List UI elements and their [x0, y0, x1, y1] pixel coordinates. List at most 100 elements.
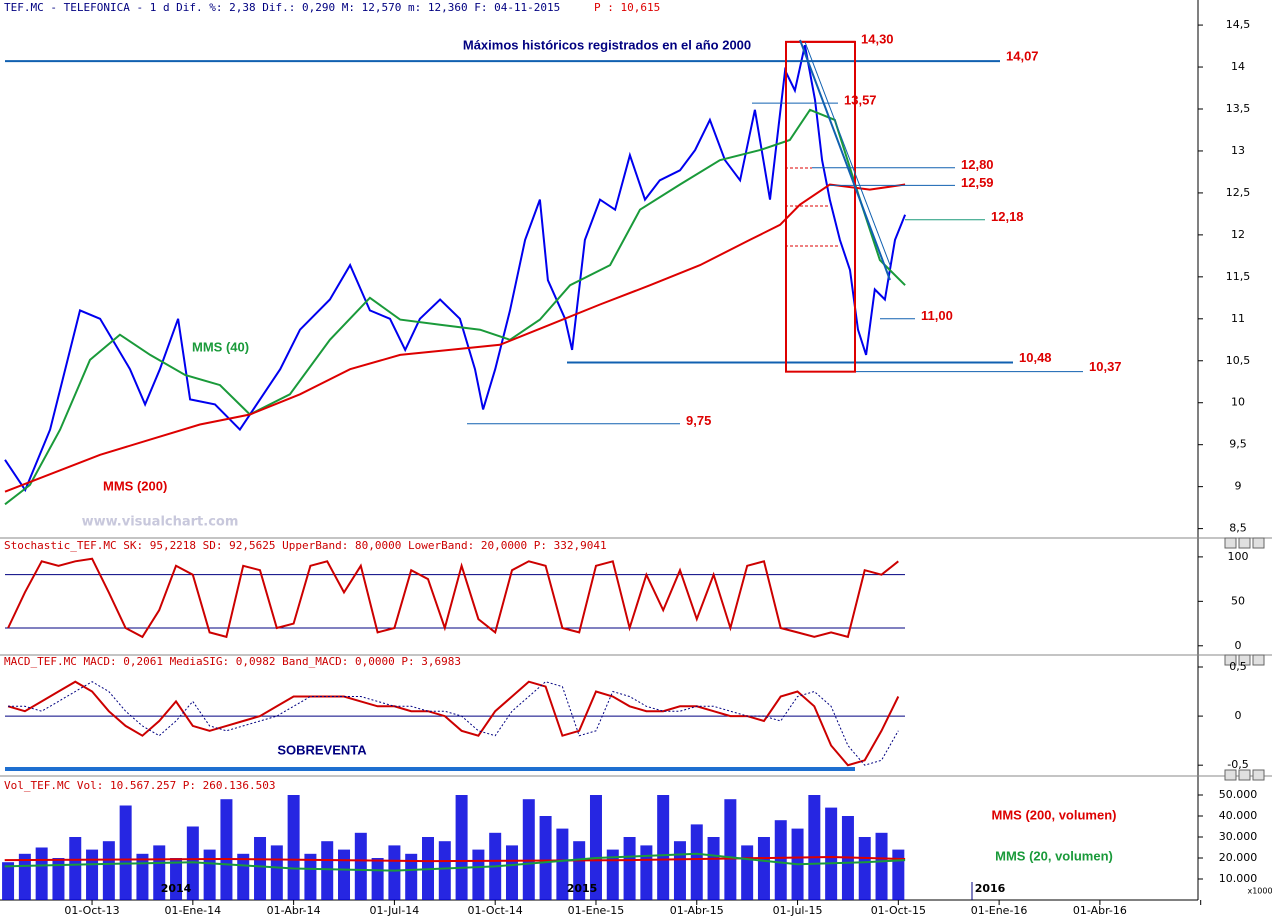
volume-bar	[321, 841, 334, 900]
window-button	[1238, 537, 1251, 549]
volume-bar	[220, 799, 233, 900]
volume-bar	[455, 795, 468, 900]
window-button	[1224, 537, 1237, 549]
x-tick-label: 01-Jul-15	[773, 904, 823, 917]
volume-bar	[774, 820, 787, 900]
volume-bar	[203, 849, 216, 900]
axis-area	[1198, 0, 1272, 917]
y-tick-label: 0	[1235, 639, 1242, 652]
y-tick-label: 9	[1235, 480, 1242, 493]
window-button	[1252, 654, 1265, 666]
volume-bar	[388, 845, 401, 900]
y-tick-label: 11	[1231, 312, 1245, 325]
level-label: 14,07	[1006, 49, 1039, 64]
level-label: 14,30	[861, 31, 894, 46]
volume-bar	[690, 824, 703, 900]
volume-bar	[707, 837, 720, 900]
level-label: 13,57	[844, 93, 877, 108]
x-tick-label: 01-Jul-14	[369, 904, 419, 917]
y-tick-label: 12	[1231, 228, 1245, 241]
vol-header: Vol_TEF.MC Vol: 10.567.257 P: 260.136.50…	[4, 779, 276, 792]
volume-bar	[556, 828, 569, 900]
year-label: 2014	[161, 882, 192, 895]
level-label: 12,59	[961, 175, 994, 190]
y-tick-label: 30.000	[1219, 830, 1258, 843]
volume-bar	[102, 841, 115, 900]
x-tick-label: 01-Oct-15	[871, 904, 926, 917]
y-tick-label: 12,5	[1226, 186, 1251, 199]
y-tick-label: 50	[1231, 594, 1245, 607]
volume-bar	[505, 845, 518, 900]
volume-bar	[119, 805, 132, 900]
trend-line	[804, 41, 891, 266]
volume-bar	[35, 847, 48, 900]
volume-bar	[52, 858, 65, 900]
series-label: MMS (200)	[103, 478, 167, 493]
y-tick-label: 10.000	[1219, 872, 1258, 885]
volume-bar	[254, 837, 267, 900]
volume-bar	[640, 845, 653, 900]
y-tick-label: 0,5	[1229, 660, 1247, 673]
volume-bar	[892, 849, 905, 900]
volume-bar	[757, 837, 770, 900]
x-tick-label: 01-Oct-14	[468, 904, 523, 917]
volume-bar	[858, 837, 871, 900]
volume-bar	[875, 832, 888, 900]
volume-bar	[438, 841, 451, 900]
x-tick-label: 01-Abr-14	[267, 904, 321, 917]
year-label: 2016	[975, 882, 1006, 895]
annotation: Máximos históricos registrados en el año…	[463, 37, 751, 52]
highlight-box	[785, 40, 856, 373]
y-tick-label: 50.000	[1219, 788, 1258, 801]
level-label: 10,37	[1089, 359, 1122, 374]
x-tick-label: 01-Ene-15	[568, 904, 625, 917]
window-button	[1238, 769, 1251, 781]
series-line	[8, 681, 899, 766]
window-button	[1252, 769, 1265, 781]
series-line	[7, 680, 900, 767]
series-label: MMS (200, volumen)	[992, 807, 1117, 822]
series-line	[4, 108, 906, 506]
price-header-p: P : 10,615	[594, 1, 660, 14]
volume-bar	[472, 849, 485, 900]
level-label: 12,18	[991, 209, 1024, 224]
macd-header: MACD_TEF.MC MACD: 0,2061 MediaSIG: 0,098…	[4, 655, 461, 668]
y-tick-label: 11,5	[1226, 270, 1251, 283]
x-tick-label: 01-Oct-13	[64, 904, 119, 917]
volume-bar	[2, 862, 15, 900]
y-tick-label: 14,5	[1226, 18, 1251, 31]
volume-bar	[270, 845, 283, 900]
volume-bar	[86, 849, 99, 900]
series-line	[4, 852, 906, 872]
volume-bar	[304, 853, 317, 900]
window-button	[1238, 654, 1251, 666]
volume-bar	[136, 853, 149, 900]
window-button	[1224, 654, 1237, 666]
level-label: 9,75	[686, 413, 711, 428]
level-label: 12,80	[961, 157, 994, 172]
volume-bar	[170, 858, 183, 900]
y-tick-label: 0	[1235, 709, 1242, 722]
y-tick-label: 10	[1231, 396, 1245, 409]
volume-bar	[573, 841, 586, 900]
volume-bar	[287, 795, 300, 900]
unit-note: x1000	[1247, 887, 1272, 896]
trend-line	[799, 39, 891, 281]
volume-bar	[623, 837, 636, 900]
y-tick-label: 100	[1228, 550, 1249, 563]
series-line	[7, 557, 899, 639]
x-tick-label: 01-Ene-16	[971, 904, 1028, 917]
x-tick-label: 01-Abr-16	[1073, 904, 1127, 917]
series-line	[4, 855, 906, 863]
y-tick-label: 20.000	[1219, 851, 1258, 864]
volume-bar	[808, 795, 821, 900]
x-tick-label: 01-Ene-14	[165, 904, 222, 917]
y-tick-label: 8,5	[1229, 522, 1247, 535]
volume-bar	[589, 795, 602, 900]
volume-bar	[237, 853, 250, 900]
annotation: SOBREVENTA	[277, 742, 367, 757]
volume-bar	[522, 799, 535, 900]
y-tick-label: 13,5	[1226, 102, 1251, 115]
